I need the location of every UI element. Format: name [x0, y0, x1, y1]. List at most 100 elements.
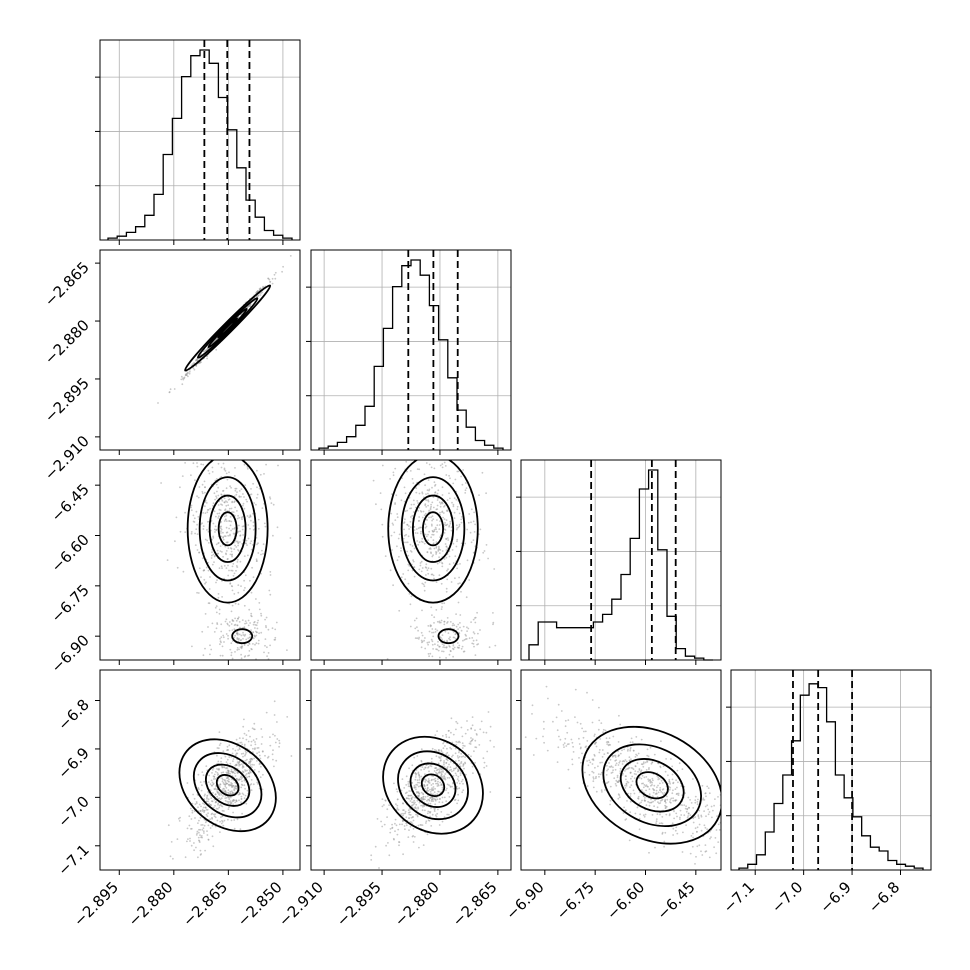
scatter-point — [438, 545, 440, 548]
scatter-point — [225, 796, 228, 799]
scatter-point — [441, 796, 444, 799]
scatter-point — [433, 770, 436, 772]
scatter-point — [214, 498, 217, 501]
scatter-point — [240, 585, 242, 587]
scatter-point — [482, 551, 485, 554]
scatter-point — [210, 804, 213, 806]
scatter-point — [242, 493, 244, 495]
scatter-point — [206, 539, 209, 542]
scatter-point — [215, 627, 218, 630]
scatter-point — [482, 757, 485, 760]
scatter-point — [648, 804, 651, 807]
scatter-point — [454, 772, 457, 775]
scatter-point — [465, 487, 468, 489]
scatter-point — [215, 497, 218, 499]
scatter-point — [181, 475, 184, 477]
scatter-point — [258, 632, 260, 635]
scatter-point — [388, 854, 391, 857]
scatter-point — [655, 822, 657, 824]
scatter-point — [206, 834, 209, 836]
scatter-point — [202, 525, 205, 527]
scatter-point — [637, 797, 640, 800]
scatter-point — [245, 539, 248, 542]
scatter-point — [644, 797, 646, 799]
scatter-point — [423, 768, 425, 771]
scatter-point — [443, 796, 446, 799]
scatter-point — [664, 804, 666, 807]
scatter-point — [474, 654, 477, 656]
scatter-point — [167, 824, 170, 827]
scatter-point — [455, 613, 457, 615]
scatter-point — [490, 663, 492, 665]
scatter-point — [184, 531, 187, 533]
scatter-point — [556, 729, 559, 732]
scatter-point — [440, 582, 443, 585]
scatter-point — [563, 742, 566, 744]
scatter-point — [222, 636, 225, 639]
scatter-point — [630, 767, 633, 769]
scatter-point — [220, 630, 223, 633]
scatter-point — [611, 755, 614, 758]
scatter-point — [286, 716, 289, 718]
scatter-point — [227, 634, 229, 637]
scatter-point — [242, 766, 245, 768]
scatter-point — [218, 744, 221, 746]
scatter-point — [470, 755, 472, 758]
scatter-point — [421, 537, 424, 540]
scatter-point — [441, 801, 444, 804]
scatter-point — [454, 752, 457, 755]
scatter-point — [576, 721, 579, 724]
scatter-point — [397, 537, 400, 540]
scatter-point — [460, 518, 463, 521]
scatter-point — [457, 793, 459, 796]
scatter-frame-2-1 — [310, 459, 512, 661]
scatter-point — [448, 777, 451, 779]
scatter-point — [201, 810, 204, 812]
scatter-point — [253, 769, 256, 771]
scatter-point — [409, 821, 412, 823]
scatter-point — [456, 505, 459, 508]
scatter-point — [189, 807, 192, 810]
scatter-point — [657, 801, 659, 803]
scatter-point — [256, 752, 258, 755]
scatter-point — [444, 465, 447, 467]
scatter-point — [441, 786, 444, 789]
scatter-point — [454, 577, 456, 580]
scatter-point — [420, 631, 423, 634]
scatter-point — [250, 540, 253, 542]
scatter-point — [202, 654, 205, 657]
scatter-point — [199, 816, 202, 819]
scatter-point — [247, 537, 250, 540]
scatter-point — [422, 510, 425, 513]
scatter-point — [238, 621, 241, 623]
scatter-point — [272, 733, 274, 736]
scatter-point — [415, 487, 418, 490]
scatter-point — [410, 595, 413, 598]
scatter-point — [456, 642, 459, 644]
scatter-point — [233, 788, 236, 791]
scatter-point — [438, 556, 440, 559]
scatter-point — [239, 776, 242, 778]
scatter-point — [670, 758, 672, 760]
scatter-point — [455, 766, 458, 769]
scatter-point — [443, 763, 445, 766]
scatter-point — [595, 745, 598, 748]
scatter-point — [183, 376, 186, 379]
scatter-point — [446, 617, 449, 619]
scatter-point — [450, 717, 453, 720]
scatter-point — [631, 775, 634, 778]
scatter-point — [244, 622, 246, 625]
scatter-point — [235, 800, 238, 802]
scatter-point — [416, 799, 419, 802]
scatter-point — [430, 757, 433, 760]
scatter-point — [674, 799, 677, 802]
scatter-point — [618, 761, 621, 764]
scatter-point — [438, 501, 441, 504]
scatter-point — [606, 743, 609, 745]
scatter-point — [591, 699, 594, 701]
scatter-point — [428, 488, 431, 491]
scatter-point — [203, 569, 206, 572]
scatter-point — [438, 574, 441, 577]
scatter-point — [272, 758, 274, 761]
scatter-panel-3-2 — [520, 669, 722, 871]
